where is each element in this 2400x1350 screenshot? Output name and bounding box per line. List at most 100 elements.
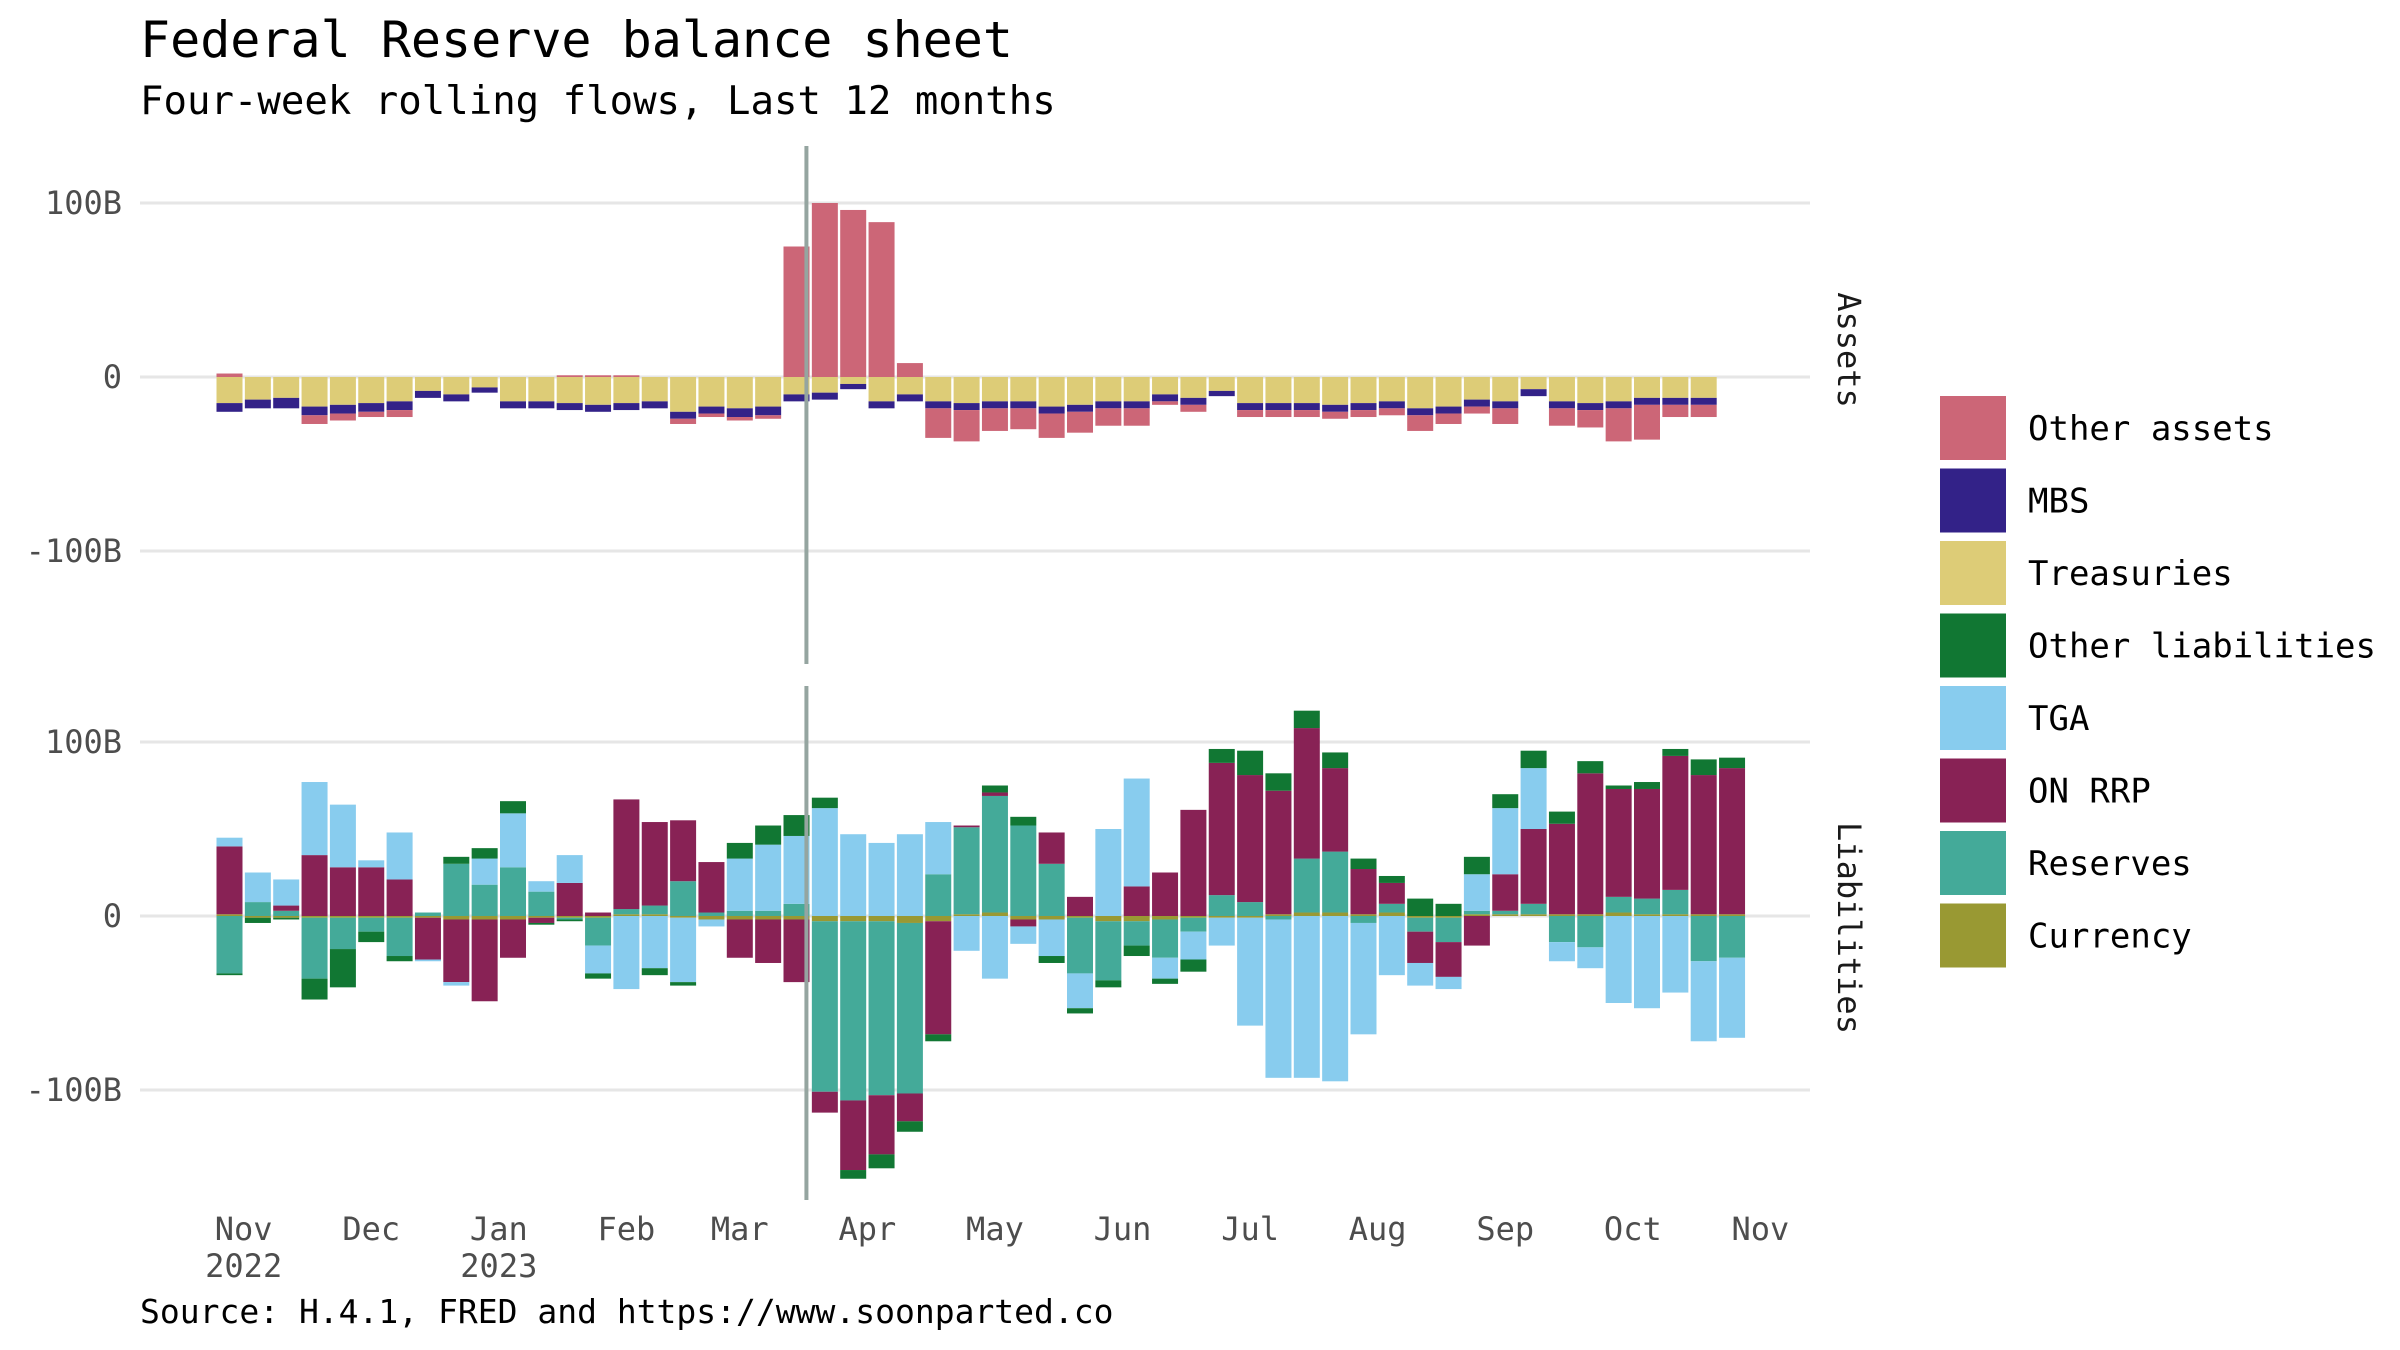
bar-treasuries xyxy=(811,377,838,393)
bar-reserves xyxy=(1123,921,1150,946)
bar-reserves xyxy=(1322,851,1349,913)
bar-tga xyxy=(1378,916,1405,976)
bar-reserves xyxy=(1662,889,1689,915)
x-tick-label: May xyxy=(966,1210,1024,1248)
bar-treasuries xyxy=(981,377,1008,402)
bar-other-liabilities xyxy=(868,1154,895,1169)
bar-other-assets xyxy=(1010,408,1037,430)
x-tick-label: Dec xyxy=(342,1210,400,1248)
bar-tga xyxy=(953,916,980,951)
legend-swatch xyxy=(1940,758,2006,823)
bar-mbs xyxy=(981,401,1008,409)
bar-reserves xyxy=(953,827,980,915)
bar-currency xyxy=(953,914,980,916)
bar-other-liabilities xyxy=(726,842,753,859)
bar-mbs xyxy=(1378,401,1405,409)
bar-currency xyxy=(1350,914,1377,916)
x-tick-label: Jul xyxy=(1221,1210,1279,1248)
chart-subtitle: Four-week rolling flows, Last 12 months xyxy=(140,79,1056,124)
bar-mbs xyxy=(1605,401,1632,409)
bar-mbs xyxy=(1010,401,1037,409)
bar-treasuries xyxy=(1492,377,1519,402)
bar-tga xyxy=(1690,961,1717,1042)
bar-tga xyxy=(556,855,583,883)
bar-other-assets xyxy=(585,375,612,377)
bar-mbs xyxy=(840,383,867,390)
bar-reserves xyxy=(1208,895,1235,916)
bar-currency xyxy=(1577,914,1604,916)
bar-tga xyxy=(585,945,612,974)
bar-reserves xyxy=(1095,921,1122,981)
bar-on-rrp xyxy=(301,855,328,916)
legend: Other assets MBS Treasuries Other liabiliti… xyxy=(1940,396,2376,968)
bar-reserves xyxy=(301,917,328,979)
bar-tga xyxy=(1067,973,1093,1009)
bar-reserves xyxy=(1010,825,1037,916)
bar-other-liabilities xyxy=(585,973,612,979)
bar-on-rrp xyxy=(698,862,725,913)
bar-currency xyxy=(1010,916,1037,920)
bar-mbs xyxy=(556,403,583,411)
bar-reserves xyxy=(1293,858,1320,913)
bar-currency xyxy=(1067,916,1093,918)
bar-currency xyxy=(1634,914,1660,916)
y-tick-label: 0 xyxy=(103,897,122,935)
bar-currency xyxy=(840,916,867,922)
bar-other-assets xyxy=(216,373,243,377)
bar-other-liabilities xyxy=(1180,959,1207,972)
bar-on-rrp xyxy=(1463,916,1490,946)
bar-reserves xyxy=(925,874,952,916)
bar-other-assets xyxy=(981,408,1008,431)
bar-tga xyxy=(1435,976,1462,990)
bar-reserves xyxy=(528,891,555,916)
bar-other-liabilities xyxy=(301,978,328,1000)
bar-treasuries xyxy=(1548,377,1575,402)
bar-mbs xyxy=(896,394,923,402)
bar-on-rrp xyxy=(896,1093,923,1122)
bar-mbs xyxy=(443,394,470,402)
bar-other-liabilities xyxy=(1577,761,1604,774)
bar-currency xyxy=(981,912,1008,916)
bar-tga xyxy=(925,822,952,875)
bar-mbs xyxy=(1662,397,1689,405)
bar-tga xyxy=(896,834,923,916)
bar-tga xyxy=(1152,957,1179,979)
bar-on-rrp xyxy=(1634,788,1660,899)
bar-tga xyxy=(1463,874,1490,911)
bar-currency xyxy=(216,914,243,916)
bar-other-assets xyxy=(556,375,583,377)
bar-on-rrp xyxy=(216,846,243,915)
bar-tga xyxy=(1634,916,1660,1009)
facet-label: Liabilities xyxy=(1830,822,1868,1034)
bar-other-liabilities xyxy=(1350,858,1377,870)
bar-reserves xyxy=(840,921,867,1101)
bar-currency xyxy=(1095,916,1122,922)
bar-mbs xyxy=(1690,397,1717,405)
bar-on-rrp xyxy=(641,822,668,906)
bar-other-liabilities xyxy=(1378,875,1405,883)
bar-on-rrp xyxy=(1180,809,1207,916)
bar-on-rrp xyxy=(1038,832,1065,864)
legend-swatch xyxy=(1940,468,2006,533)
bar-other-liabilities xyxy=(1463,856,1490,875)
bar-currency xyxy=(273,916,300,918)
bar-tga xyxy=(471,858,498,885)
bar-other-assets xyxy=(1322,411,1349,419)
bar-currency xyxy=(1237,916,1264,918)
bar-on-rrp xyxy=(528,917,555,923)
bar-treasuries xyxy=(755,377,782,407)
bars xyxy=(216,203,1746,1179)
bar-other-liabilities xyxy=(528,922,555,925)
bar-treasuries xyxy=(868,377,895,402)
bar-tga xyxy=(329,804,356,868)
bar-other-liabilities xyxy=(443,856,470,864)
bar-other-liabilities xyxy=(1265,773,1292,791)
bar-other-liabilities xyxy=(329,949,356,988)
bar-tga xyxy=(301,782,328,856)
bar-other-assets xyxy=(613,375,640,377)
x-tick-label: Aug xyxy=(1349,1210,1407,1248)
bar-treasuries xyxy=(1067,377,1093,405)
bar-other-assets xyxy=(1123,408,1150,426)
bar-reserves xyxy=(1492,910,1519,915)
bar-on-rrp xyxy=(386,879,413,916)
